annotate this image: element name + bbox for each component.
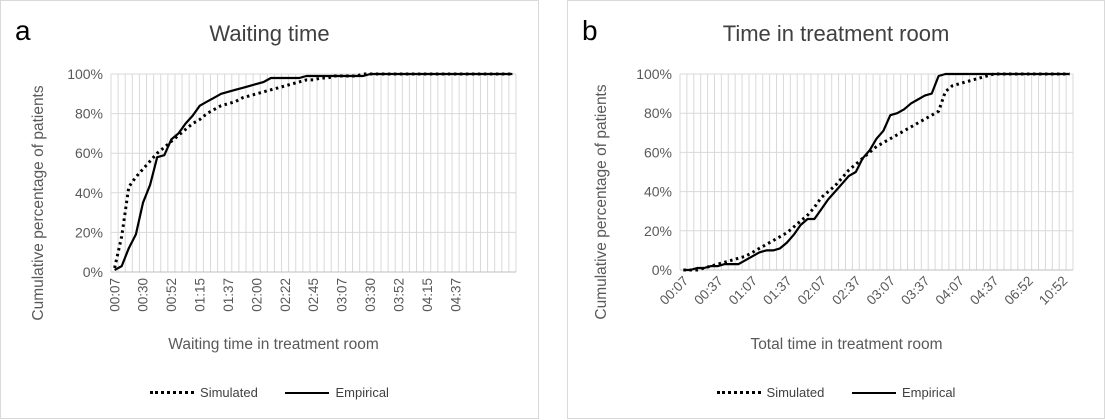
legend-label: Empirical bbox=[335, 385, 389, 400]
x-tick-label: 00:52 bbox=[164, 278, 179, 312]
x-tick-label: 00:37 bbox=[691, 273, 726, 308]
legend-item-simulated: Simulated bbox=[150, 385, 258, 400]
y-tick-label: 80% bbox=[644, 105, 672, 121]
chart-title: Time in treatment room bbox=[722, 21, 950, 46]
y-tick-label: 100% bbox=[636, 66, 672, 82]
x-tick-label: 01:07 bbox=[726, 273, 761, 308]
y-tick-label: 60% bbox=[644, 144, 672, 160]
series-line-empirical bbox=[683, 72, 1070, 272]
y-axis-title: Cumulative percentage of patients bbox=[593, 84, 610, 319]
legend-item-empirical: Empirical bbox=[285, 385, 389, 400]
x-tick-label: 03:37 bbox=[898, 273, 933, 308]
x-tick-label: 04:37 bbox=[967, 273, 1002, 308]
y-tick-label: 60% bbox=[75, 145, 103, 161]
x-tick-label: 02:07 bbox=[795, 273, 830, 308]
x-tick-label: 00:30 bbox=[136, 278, 151, 312]
x-tick-label: 03:07 bbox=[864, 273, 899, 308]
chart-panel-b: b Time in treatment room 0% 20% 40% 60% 80% 1… bbox=[567, 0, 1105, 419]
y-tick-label: 20% bbox=[644, 223, 672, 239]
x-tick-label: 00:07 bbox=[657, 273, 692, 308]
legend-label: Simulated bbox=[766, 384, 825, 400]
x-tick-label: 02:00 bbox=[249, 278, 264, 312]
x-tick-label: 04:15 bbox=[420, 278, 435, 312]
legend-label: Simulated bbox=[200, 384, 258, 400]
y-tick-label: 80% bbox=[75, 106, 103, 122]
chart-plot-a: 0% 20% 40% 60% 80% 100% 00:07 00:30 00:52 01:15 01… bbox=[30, 66, 517, 353]
x-axis-title: Total time in treatment room bbox=[750, 336, 942, 353]
x-tick-label: 04:07 bbox=[933, 273, 968, 308]
x-tick-label: 02:22 bbox=[278, 278, 293, 312]
y-tick-label: 20% bbox=[75, 224, 103, 240]
legend: Simulated Empirical bbox=[568, 382, 1104, 400]
legend-item-empirical: Empirical bbox=[851, 385, 956, 400]
legend-swatch-dotted bbox=[150, 390, 195, 394]
x-tick-label: 01:15 bbox=[193, 278, 208, 312]
series-line-empirical bbox=[114, 72, 513, 271]
x-tick-label: 02:45 bbox=[306, 278, 321, 312]
legend-swatch-solid bbox=[851, 391, 896, 394]
x-tick-label: 03:07 bbox=[335, 278, 350, 312]
legend-label: Empirical bbox=[901, 385, 956, 400]
y-tick-label: 40% bbox=[75, 185, 103, 201]
y-tick-label: 0% bbox=[83, 264, 103, 280]
x-tick-label: 02:37 bbox=[829, 273, 864, 308]
x-tick-label: 01:37 bbox=[760, 273, 795, 308]
y-tick-label: 100% bbox=[67, 66, 103, 82]
chart-title: Waiting time bbox=[209, 21, 330, 46]
chart-plot-b: 0%20%40%60%80%100%00:07 00:37 01:07 01:37 02… bbox=[593, 66, 1074, 353]
y-tick-label: 40% bbox=[644, 184, 672, 200]
x-tick-label: 04:37 bbox=[448, 278, 463, 312]
x-tick-label: 01:37 bbox=[221, 278, 236, 312]
panel-letter: b bbox=[582, 15, 598, 46]
legend-item-simulated: Simulated bbox=[716, 384, 825, 400]
legend-swatch-solid bbox=[285, 391, 330, 394]
x-tick-label: 10:52 bbox=[1036, 273, 1071, 308]
series-line-simulated bbox=[113, 72, 513, 269]
chart-panel-a: a Waiting time 0% 20% 40% 60% 80% 100% 00:07 00… bbox=[0, 0, 539, 419]
x-tick-label: 00:07 bbox=[107, 278, 122, 312]
x-tick-label: 03:52 bbox=[391, 278, 406, 312]
x-tick-label: 06:52 bbox=[1002, 273, 1037, 308]
x-tick-label: 03:30 bbox=[363, 278, 378, 312]
y-axis-title: Cumulative percentage of patients bbox=[30, 85, 47, 320]
y-tick-label: 0% bbox=[652, 262, 672, 278]
legend: Simulated Empirical bbox=[1, 382, 538, 400]
x-axis-title: Waiting time in treatment room bbox=[168, 336, 378, 353]
series-line-simulated bbox=[683, 72, 1070, 272]
legend-swatch-dotted bbox=[716, 390, 761, 394]
panel-letter: a bbox=[15, 15, 31, 46]
